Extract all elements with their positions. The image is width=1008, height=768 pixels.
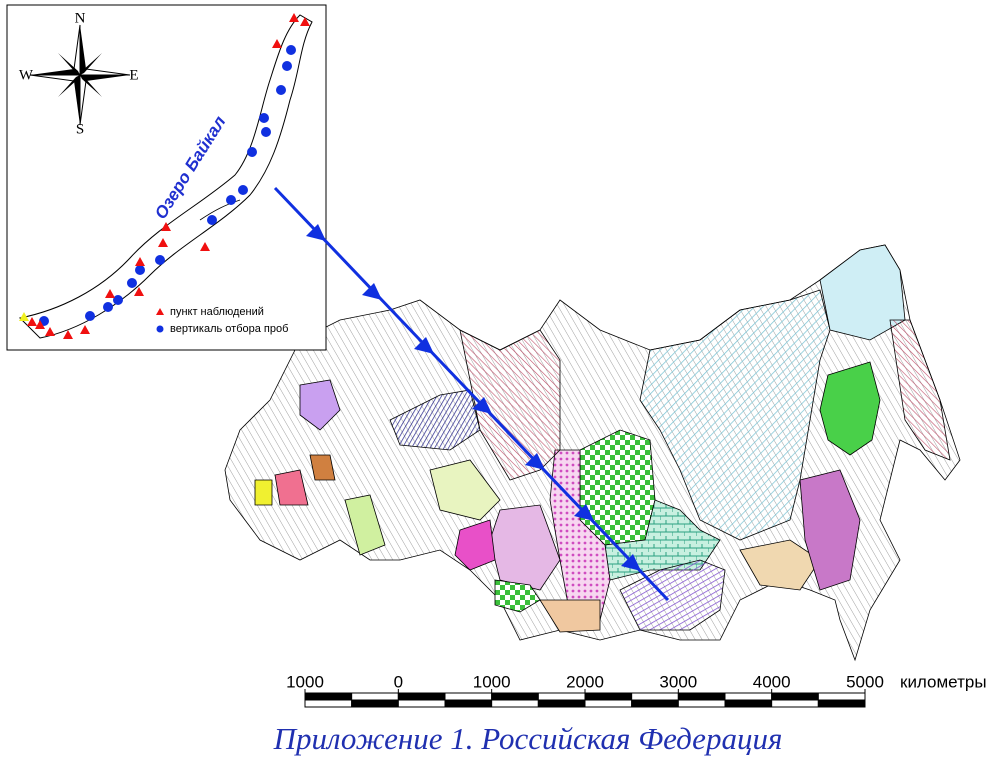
scale-segment xyxy=(677,699,726,708)
scale-tick-label: 2000 xyxy=(566,672,604,691)
observation-points xyxy=(19,13,310,339)
region xyxy=(309,454,336,481)
legend-label: пункт наблюдений xyxy=(170,306,264,318)
scale-tick-label: 0 xyxy=(394,672,403,691)
scale-segment xyxy=(304,699,353,708)
scale-segment xyxy=(351,692,399,701)
lake-island xyxy=(199,199,241,221)
scale-segment xyxy=(677,692,726,701)
scale-segment xyxy=(584,699,633,708)
scale-tick-label: 5000 xyxy=(846,672,884,691)
region xyxy=(454,519,496,571)
scale-segment xyxy=(537,692,586,701)
scale-segment xyxy=(444,699,493,708)
region xyxy=(739,539,821,591)
compass-south: S xyxy=(76,121,84,137)
region xyxy=(639,289,831,541)
scale-segment xyxy=(724,699,773,708)
region xyxy=(889,319,951,461)
region xyxy=(274,469,309,506)
scale-segment xyxy=(537,699,586,708)
compass-west: W xyxy=(19,67,34,83)
region xyxy=(254,479,273,506)
region xyxy=(539,599,601,633)
pointer-arrow xyxy=(273,186,670,602)
scale-segment xyxy=(584,692,633,701)
compass-east: E xyxy=(129,67,138,83)
scale-segment xyxy=(397,692,446,701)
scale-tick-label: 1000 xyxy=(286,672,324,691)
scale-segment xyxy=(771,699,819,708)
scale-segment xyxy=(771,692,819,701)
sampling-verticals xyxy=(39,45,296,326)
region xyxy=(494,579,541,613)
scale-segment xyxy=(817,692,866,701)
inset-frame xyxy=(6,4,327,351)
compass-north: N xyxy=(75,10,86,26)
scale-segment xyxy=(631,699,679,708)
scale-tick-label: 1000 xyxy=(473,672,511,691)
region xyxy=(819,361,881,456)
scale-segment xyxy=(631,692,679,701)
scale-segment xyxy=(491,699,539,708)
scale-segment xyxy=(444,692,493,701)
region xyxy=(344,494,386,556)
region xyxy=(579,429,656,546)
scale-segment xyxy=(304,692,353,701)
inset: N E S W Озеро Байкал пункт наблюдений ве… xyxy=(6,4,327,351)
region xyxy=(459,329,561,481)
scale-bar: 1000 0 1000 2000 3000 4000 5000 xyxy=(286,672,884,708)
scale-segment xyxy=(491,692,539,701)
region xyxy=(299,379,341,431)
russia-map xyxy=(224,244,961,662)
region xyxy=(819,244,906,341)
legend-label: вертикаль отбора проб xyxy=(170,323,288,335)
legend-triangle xyxy=(156,308,164,315)
region xyxy=(799,469,861,591)
caption: Приложение 1. Российская Федерация xyxy=(273,721,783,756)
region xyxy=(389,389,481,451)
scale-segment xyxy=(351,699,399,708)
legend-dot xyxy=(156,325,164,333)
region xyxy=(429,459,501,521)
scale-unit: километры xyxy=(900,672,987,691)
scale-segment xyxy=(724,692,773,701)
compass xyxy=(29,24,131,126)
scale-tick-label: 3000 xyxy=(659,672,697,691)
scale-segment xyxy=(817,699,866,708)
scale-segment xyxy=(397,699,446,708)
scale-tick-label: 4000 xyxy=(753,672,791,691)
